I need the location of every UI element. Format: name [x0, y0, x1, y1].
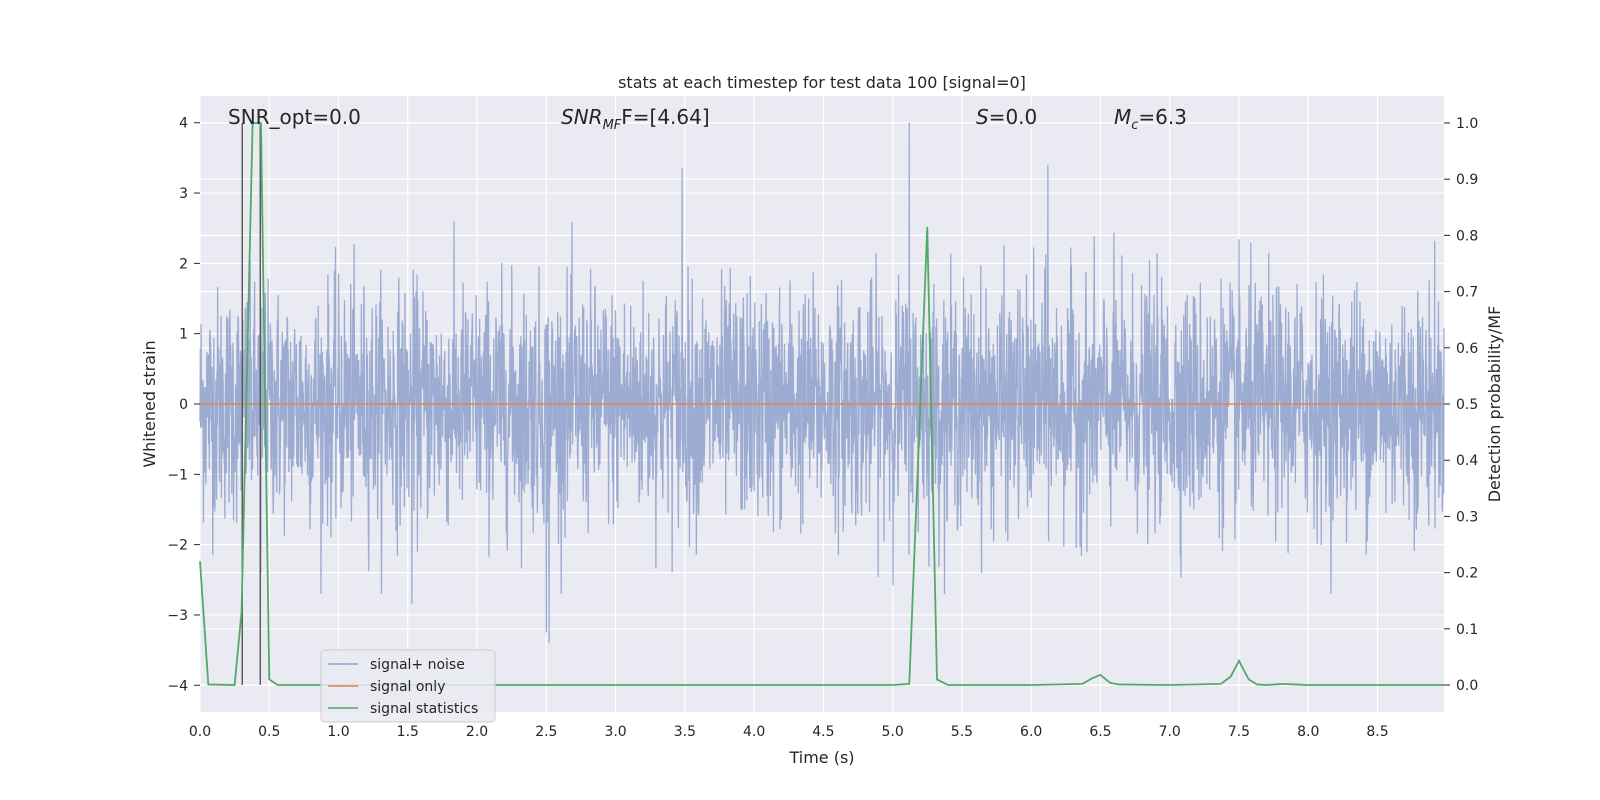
annotation-snr-mf-main: SNR	[561, 105, 603, 129]
y-tick-label: 3	[179, 186, 188, 202]
x-tick-label: 2.5	[535, 724, 557, 740]
x-tick-label: 3.5	[674, 724, 696, 740]
annotation-mc-sub: c	[1131, 118, 1138, 133]
x-tick-label: 8.0	[1297, 724, 1319, 740]
x-tick-label: 5.0	[882, 724, 904, 740]
legend-box	[320, 649, 496, 723]
x-tick-label: 4.0	[743, 724, 765, 740]
y2-tick-label: 0.8	[1456, 228, 1478, 244]
x-axis-title: Time (s)	[788, 748, 854, 767]
y2-tick-label: 0.6	[1456, 341, 1478, 357]
y2-tick-label: 0.9	[1456, 172, 1478, 188]
y-tick-label: −4	[167, 678, 188, 694]
y-tick-label: −3	[167, 608, 188, 624]
x-tick-label: 0.0	[189, 724, 211, 740]
annotation-mc-value: Mc=6.3	[1114, 105, 1187, 133]
y-tick-label: −2	[167, 538, 188, 554]
y2-tick-label: 0.5	[1456, 397, 1478, 413]
x-axis-ticks: 0.0 0.5 1.0 1.5 2.0 2.5 3.0 3.5 4.0 4.5 5.0 5.5 6.0 6…	[189, 724, 1389, 740]
annotation-s-rest: =0.0	[989, 105, 1038, 129]
signal-plus-noise-line	[199, 122, 1445, 644]
y2-axis-title: Detection probability/MF	[1485, 306, 1504, 503]
y2-tick-label: 0.7	[1456, 285, 1478, 301]
x-tick-label: 3.0	[604, 724, 626, 740]
legend-label-signal-plus-noise: signal+ noise	[370, 657, 465, 673]
x-tick-label: 4.5	[812, 724, 834, 740]
y-tick-label: 1	[179, 327, 188, 343]
series-signal-plus-noise	[199, 122, 1445, 644]
y-axis-title: Whitened strain	[140, 340, 159, 467]
annotation-mc-main: M	[1114, 105, 1131, 129]
legend-label-signal-statistics: signal statistics	[370, 701, 478, 717]
y-tick-label: 4	[179, 116, 188, 132]
annotation-s-value: S=0.0	[976, 105, 1037, 129]
y-axis-ticks: −4 −3 −2 −1 0 1 2 3 4	[167, 116, 200, 694]
x-tick-label: 7.0	[1159, 724, 1181, 740]
y-tick-label: 0	[179, 397, 188, 413]
x-tick-label: 8.5	[1366, 724, 1388, 740]
y2-tick-label: 0.4	[1456, 453, 1478, 469]
signal-statistics-line	[199, 122, 1444, 686]
annotation-s-main: S	[976, 105, 989, 129]
x-tick-label: 1.0	[327, 724, 349, 740]
annotation-snr-opt: SNR_opt=0.0	[228, 105, 361, 129]
x-tick-label: 6.5	[1089, 724, 1111, 740]
y2-tick-label: 0.3	[1456, 509, 1478, 525]
y2-tick-label: 0.0	[1456, 678, 1478, 694]
x-tick-label: 6.0	[1020, 724, 1042, 740]
y2-tick-label: 0.1	[1456, 622, 1478, 638]
x-tick-label: 1.5	[397, 724, 419, 740]
y2-axis-ticks: 0.0 0.1 0.2 0.3 0.4 0.5 0.6 0.7 0.8 0.9 1.0	[1444, 116, 1478, 694]
y2-tick-label: 1.0	[1456, 116, 1478, 132]
annotation-mc-rest: =6.3	[1138, 105, 1187, 129]
y-tick-label: 2	[179, 256, 188, 272]
x-tick-label: 5.5	[951, 724, 973, 740]
x-tick-label: 7.5	[1228, 724, 1250, 740]
legend-label-signal-only: signal only	[370, 679, 445, 695]
annotation-snr-mf-rest: F=[4.64]	[621, 105, 709, 129]
y2-tick-label: 0.2	[1456, 566, 1478, 582]
annotation-snr-mf-sub: MF	[603, 118, 622, 133]
x-tick-label: 0.5	[258, 724, 280, 740]
y-tick-label: −1	[167, 467, 188, 483]
chart-title: stats at each timestep for test data 100…	[618, 73, 1026, 92]
x-tick-label: 2.0	[466, 724, 488, 740]
annotation-snr-mf: SNRMFF=[4.64]	[561, 105, 710, 133]
series-signal-statistics	[199, 122, 1444, 686]
legend: signal+ noise signal only signal statist…	[320, 649, 496, 723]
